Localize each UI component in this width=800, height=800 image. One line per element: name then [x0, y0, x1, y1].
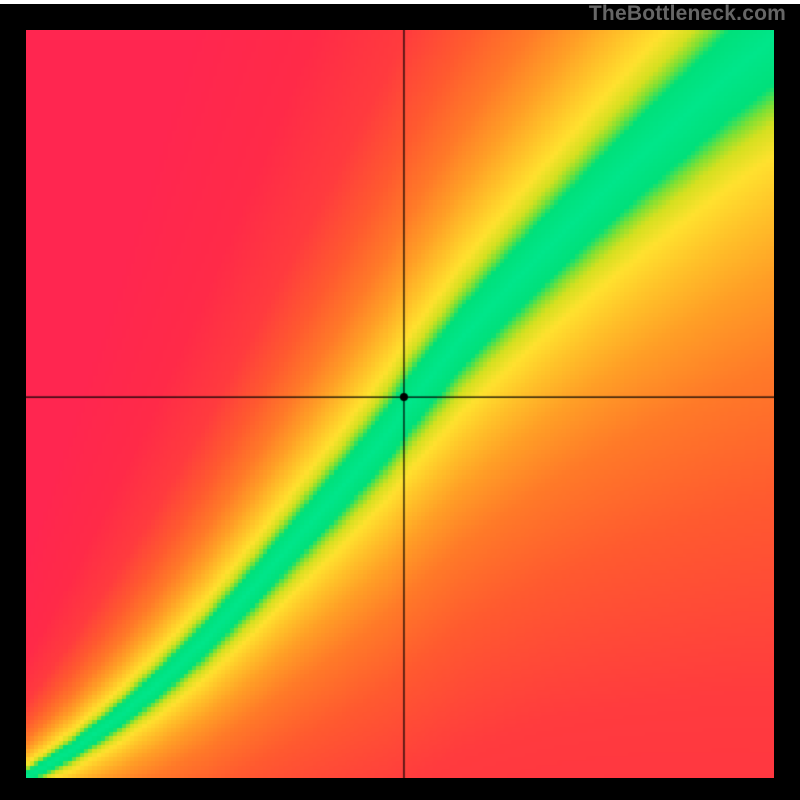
- heatmap-canvas: [26, 30, 774, 778]
- plot-frame: [0, 4, 800, 800]
- chart-container: TheBottleneck.com: [0, 0, 800, 800]
- watermark-text: TheBottleneck.com: [589, 2, 786, 26]
